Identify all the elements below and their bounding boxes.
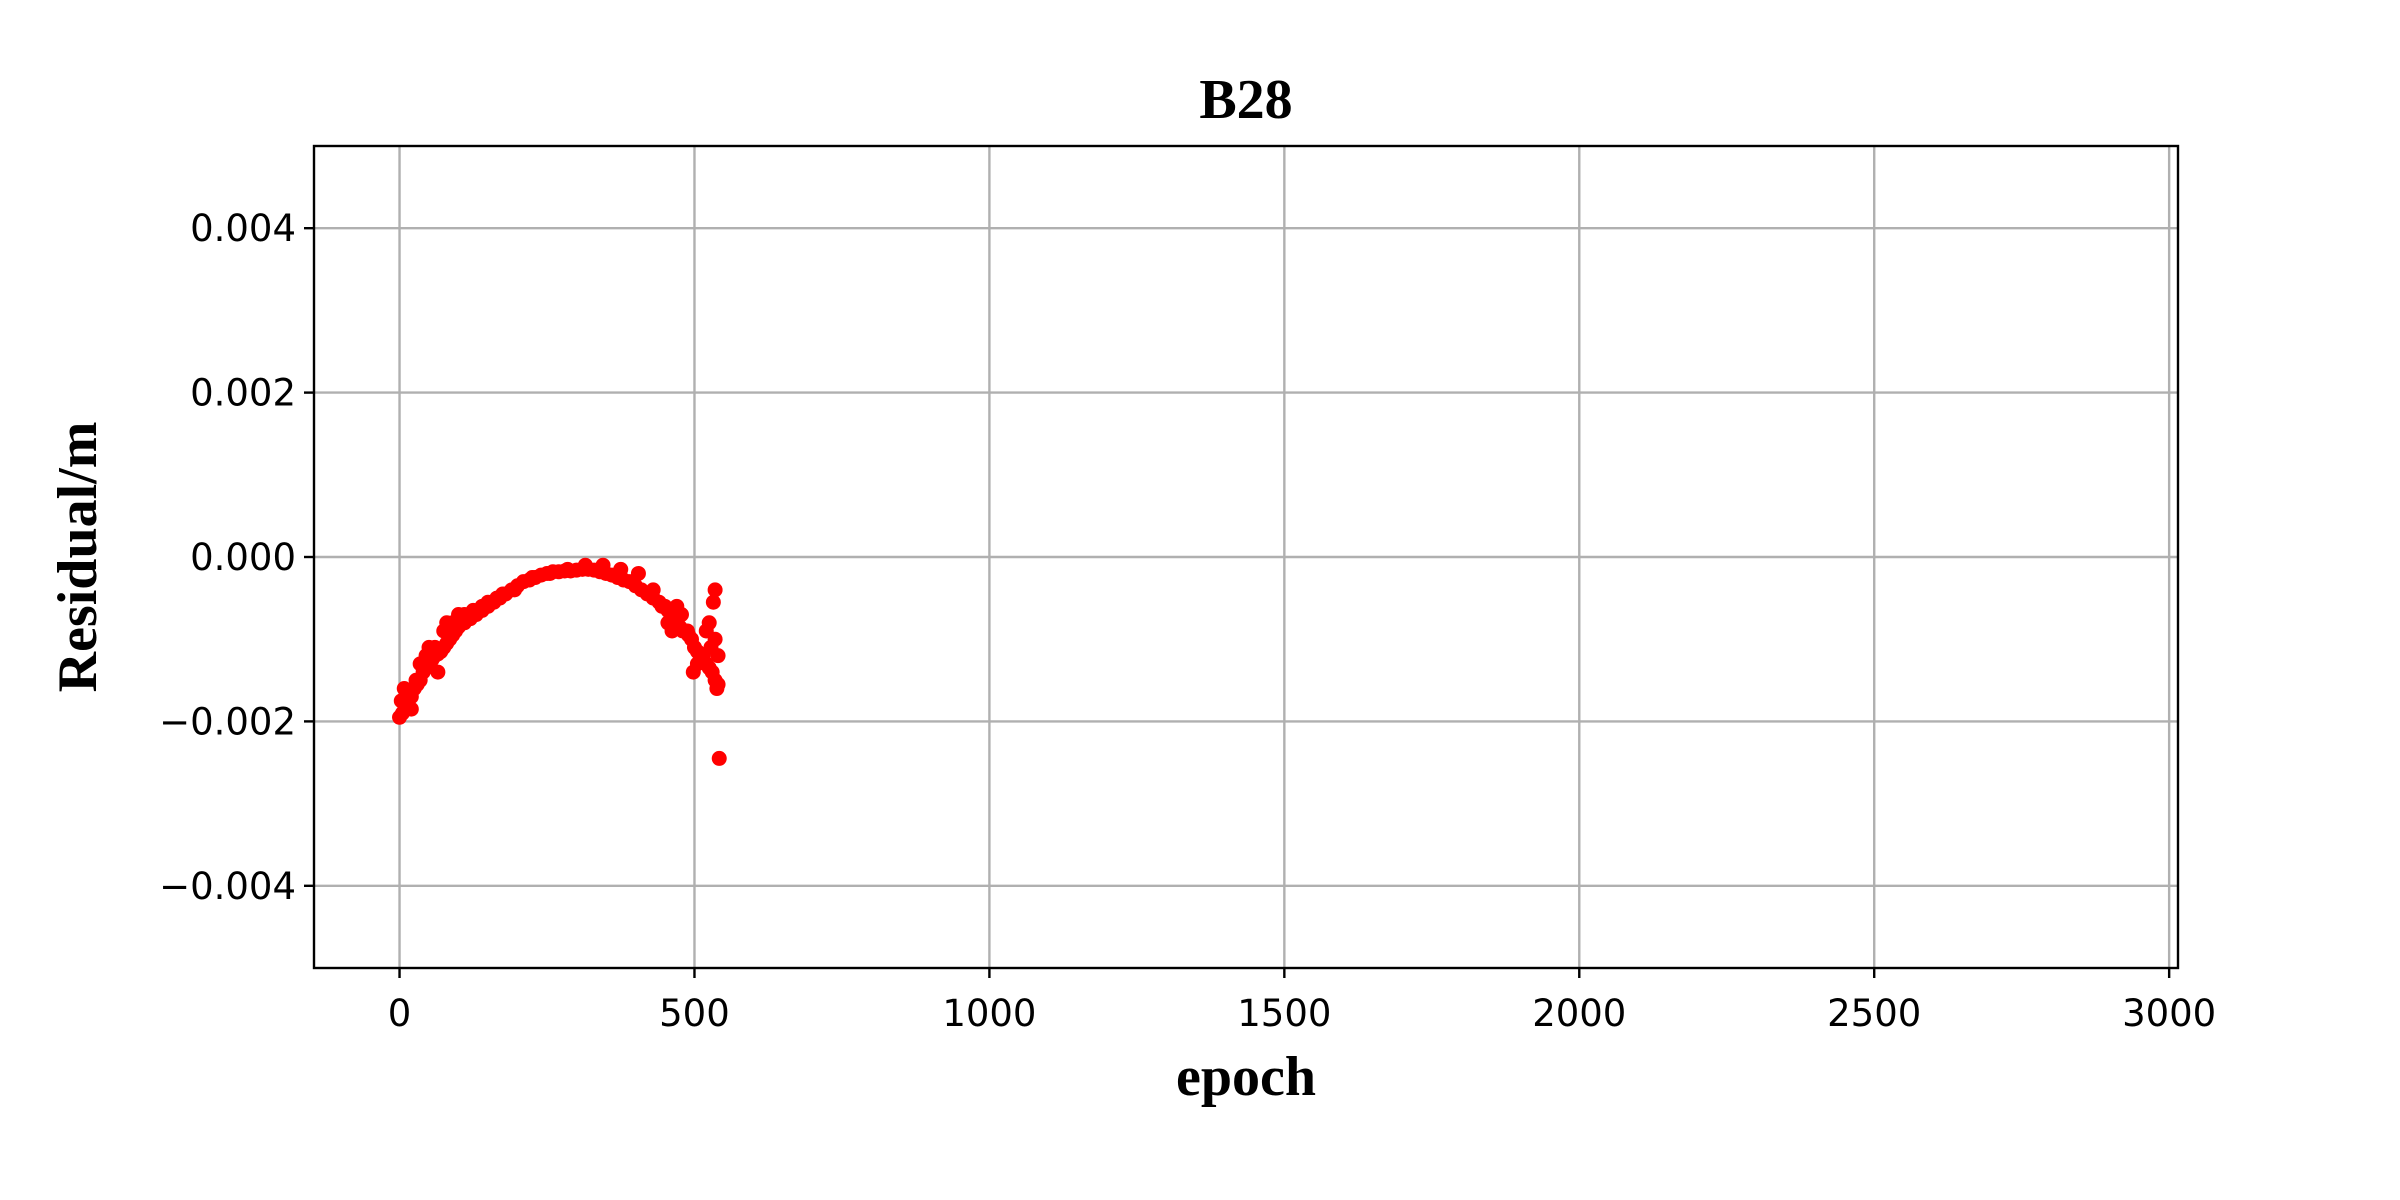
data-point — [456, 607, 472, 623]
chart-title: B28 — [1199, 69, 1292, 131]
y-axis-title: Residual/m — [47, 422, 109, 693]
y-tick-label: 0.000 — [190, 536, 296, 579]
data-point — [393, 693, 409, 709]
data-point — [645, 582, 661, 598]
x-tick-label: 1000 — [942, 992, 1036, 1035]
x-tick-label: 3000 — [2122, 992, 2216, 1035]
data-point — [577, 557, 593, 573]
data-point — [705, 594, 721, 610]
y-tick-label: 0.002 — [190, 372, 296, 415]
data-point — [524, 570, 540, 586]
x-tick-label: 0 — [388, 992, 412, 1035]
axis-ticks: 0 500 1000 1500 2000 2500 3000 0.004 0.002 0.000 −… — [159, 207, 2216, 1035]
data-point — [630, 565, 646, 581]
data-points — [392, 557, 727, 766]
data-point — [474, 598, 490, 614]
data-point — [709, 681, 725, 697]
data-point — [685, 664, 701, 680]
data-point — [403, 701, 419, 717]
x-tick-label: 1500 — [1237, 992, 1331, 1035]
data-point — [711, 750, 727, 766]
x-tick-label: 2500 — [1827, 992, 1921, 1035]
data-point — [489, 590, 505, 606]
data-point — [427, 639, 443, 655]
data-point — [707, 631, 723, 647]
data-point — [408, 672, 424, 688]
x-axis-title: epoch — [1176, 1046, 1316, 1108]
data-point — [710, 648, 726, 664]
data-point — [542, 565, 558, 581]
data-point — [396, 681, 412, 697]
y-tick-label: −0.004 — [159, 865, 296, 908]
data-point — [707, 582, 723, 598]
data-point — [701, 615, 717, 631]
y-tick-label: 0.004 — [190, 207, 296, 250]
x-tick-label: 2000 — [1532, 992, 1626, 1035]
data-point — [430, 664, 446, 680]
y-tick-label: −0.002 — [159, 700, 296, 743]
data-point — [679, 623, 695, 639]
data-point — [613, 561, 629, 577]
gridlines — [314, 146, 2178, 968]
data-point — [660, 615, 676, 631]
data-point — [669, 598, 685, 614]
x-tick-label: 500 — [659, 992, 730, 1035]
data-point — [560, 561, 576, 577]
data-point — [595, 557, 611, 573]
data-point — [507, 582, 523, 598]
data-point — [654, 598, 670, 614]
data-point — [445, 615, 461, 631]
